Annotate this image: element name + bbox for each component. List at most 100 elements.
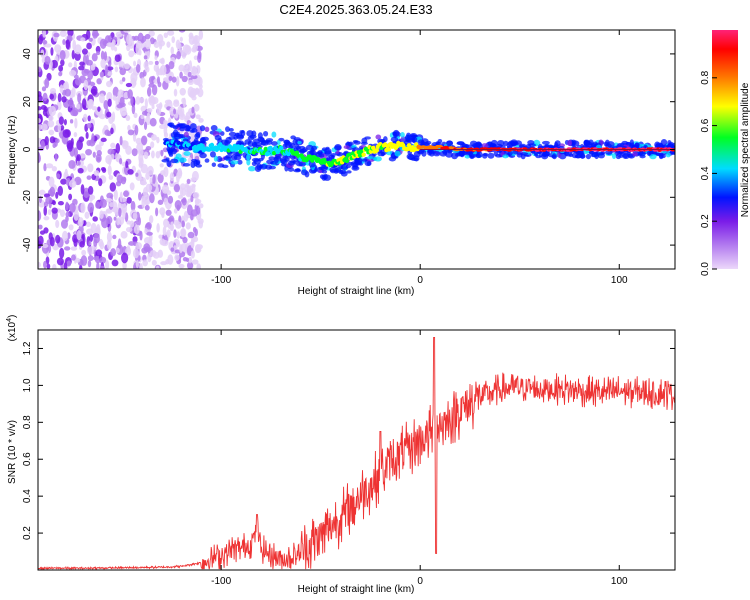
noise-speckle — [120, 231, 128, 239]
noise-speckle — [173, 184, 181, 193]
noise-speckle — [38, 261, 41, 268]
spectral-point — [456, 141, 465, 146]
spectral-point — [445, 140, 454, 146]
noise-speckle — [186, 261, 194, 269]
noise-speckle — [87, 246, 95, 255]
noise-speckle — [47, 120, 55, 128]
noise-speckle — [173, 229, 177, 238]
spectral-point — [538, 152, 543, 158]
spectral-point — [668, 141, 674, 149]
noise-speckle — [135, 43, 141, 55]
spectral-point — [464, 154, 471, 159]
noise-speckle — [195, 114, 201, 120]
noise-speckle — [141, 197, 146, 209]
spectral-point — [649, 154, 657, 160]
noise-speckle — [93, 238, 98, 247]
noise-speckle — [144, 33, 151, 40]
noise-speckle — [73, 132, 78, 138]
y-tick-label: 0 — [22, 146, 33, 152]
noise-speckle — [106, 91, 113, 103]
noise-speckle — [191, 106, 195, 114]
spectral-point — [279, 145, 284, 151]
noise-speckle — [60, 178, 67, 185]
noise-speckle — [135, 137, 143, 145]
x-tick-label: -100 — [211, 576, 231, 587]
noise-speckle — [64, 246, 71, 251]
spectral-point — [454, 153, 460, 157]
noise-speckle — [79, 241, 85, 248]
y-tick-label: 40 — [22, 48, 33, 60]
spectral-point — [459, 149, 467, 157]
noise-speckle — [87, 185, 94, 195]
noise-speckle — [58, 65, 64, 72]
noise-speckle — [91, 106, 98, 111]
noise-speckle — [44, 43, 52, 48]
noise-speckle — [184, 45, 192, 55]
noise-speckle — [60, 59, 65, 67]
noise-speckle — [163, 166, 169, 178]
spectral-point — [169, 124, 176, 128]
noise-speckle — [88, 99, 94, 108]
noise-speckle — [170, 247, 175, 252]
spectral-point — [371, 145, 376, 151]
noise-speckle — [167, 217, 174, 222]
noise-speckle — [197, 53, 202, 63]
noise-speckle — [96, 224, 101, 235]
noise-speckle — [121, 252, 129, 264]
spectral-point — [417, 139, 425, 147]
noise-speckle — [96, 261, 100, 269]
spectral-point — [182, 162, 191, 167]
spectral-point — [493, 150, 499, 157]
noise-speckle — [87, 70, 94, 81]
spectral-point — [394, 150, 401, 157]
noise-speckle — [72, 234, 78, 244]
noise-speckle — [107, 165, 112, 176]
noise-speckle — [144, 66, 150, 73]
noise-speckle — [193, 55, 198, 60]
noise-speckle — [163, 197, 168, 206]
spectral-point — [412, 136, 418, 144]
spectral-point — [257, 157, 264, 162]
spectral-point — [284, 141, 292, 148]
noise-speckle — [88, 196, 93, 202]
noise-speckle — [182, 236, 188, 244]
noise-speckle — [78, 65, 85, 71]
spectral-point — [297, 141, 302, 145]
noise-speckle — [49, 87, 57, 94]
noise-speckle — [179, 111, 184, 117]
y-tick-label: -20 — [22, 190, 33, 205]
noise-speckle — [87, 255, 94, 262]
noise-speckle — [109, 202, 115, 208]
noise-speckle — [43, 201, 49, 208]
snr-panel: -100 0 100 0.2 0.4 0.6 0.8 1.0 1.2 Height of str… — [6, 315, 676, 595]
noise-speckle — [192, 191, 200, 199]
noise-speckle — [55, 138, 60, 144]
noise-speckle — [156, 76, 161, 85]
noise-speckle — [120, 176, 127, 185]
noise-speckle — [163, 131, 169, 138]
noise-speckle — [145, 39, 151, 50]
spectral-point — [487, 152, 495, 159]
spectral-point — [625, 142, 631, 146]
noise-speckle — [159, 42, 163, 50]
noise-speckle — [42, 92, 48, 102]
noise-speckle — [187, 71, 192, 78]
noise-speckle — [164, 120, 169, 129]
noise-speckle — [38, 94, 43, 103]
noise-speckle — [96, 78, 102, 85]
spectral-point — [592, 141, 598, 147]
snr-series-line — [38, 336, 675, 570]
noise-speckle — [168, 60, 175, 70]
noise-speckle — [142, 259, 148, 267]
noise-speckle — [193, 80, 201, 86]
spectral-point — [340, 166, 349, 170]
noise-speckle — [198, 220, 204, 229]
noise-speckle — [59, 84, 64, 94]
noise-speckle — [170, 46, 175, 55]
noise-speckle — [63, 262, 68, 269]
noise-speckle — [147, 165, 154, 176]
noise-speckle — [95, 144, 102, 152]
spectral-point — [354, 160, 363, 166]
noise-speckle — [184, 64, 189, 70]
noise-speckle — [163, 32, 168, 39]
